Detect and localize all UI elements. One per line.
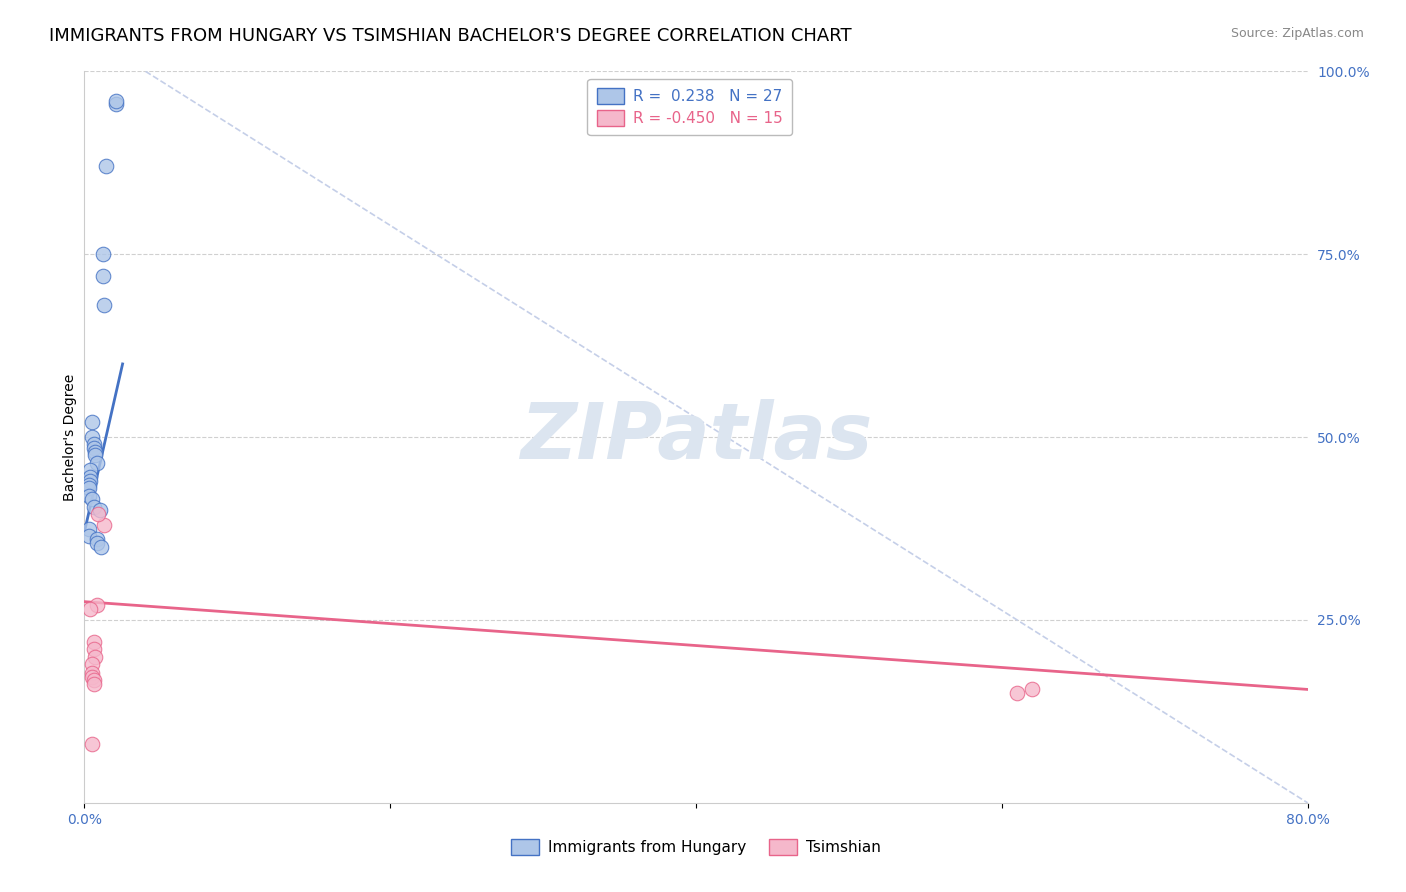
Point <box>105 94 128 108</box>
Point <box>86 536 108 550</box>
Point <box>105 97 128 112</box>
Point <box>79 470 101 484</box>
Point <box>79 474 101 488</box>
Point <box>77 521 100 535</box>
Point <box>84 444 107 458</box>
Text: ZIPatlas: ZIPatlas <box>520 399 872 475</box>
Point <box>77 529 100 543</box>
Point <box>93 298 115 312</box>
Point <box>94 160 117 174</box>
Point <box>80 737 103 751</box>
Point <box>83 437 105 451</box>
Point <box>77 481 100 495</box>
Point <box>77 477 100 491</box>
Point <box>83 441 105 455</box>
Point <box>86 533 108 547</box>
Point <box>80 492 103 507</box>
Point <box>83 673 105 687</box>
Point <box>79 602 101 616</box>
Point <box>1021 682 1043 697</box>
Point <box>89 503 111 517</box>
Point <box>1005 686 1028 700</box>
Point <box>83 676 105 690</box>
Point <box>87 507 110 521</box>
Point <box>80 665 103 680</box>
Point <box>90 540 112 554</box>
Point <box>91 247 114 261</box>
Point <box>93 517 115 532</box>
Point <box>91 269 114 284</box>
Point <box>84 649 107 664</box>
Point <box>80 416 103 430</box>
Point <box>80 670 103 684</box>
Point <box>80 430 103 444</box>
Point <box>86 456 108 470</box>
Text: IMMIGRANTS FROM HUNGARY VS TSIMSHIAN BACHELOR'S DEGREE CORRELATION CHART: IMMIGRANTS FROM HUNGARY VS TSIMSHIAN BAC… <box>49 27 852 45</box>
Point <box>84 448 107 462</box>
Point <box>83 642 105 657</box>
Point <box>83 500 105 514</box>
Point <box>80 657 103 671</box>
Point <box>86 599 108 613</box>
Y-axis label: Bachelor's Degree: Bachelor's Degree <box>63 374 77 500</box>
Point <box>79 463 101 477</box>
Text: Source: ZipAtlas.com: Source: ZipAtlas.com <box>1230 27 1364 40</box>
Legend: Immigrants from Hungary, Tsimshian: Immigrants from Hungary, Tsimshian <box>505 833 887 861</box>
Point <box>77 489 100 503</box>
Point <box>83 635 105 649</box>
